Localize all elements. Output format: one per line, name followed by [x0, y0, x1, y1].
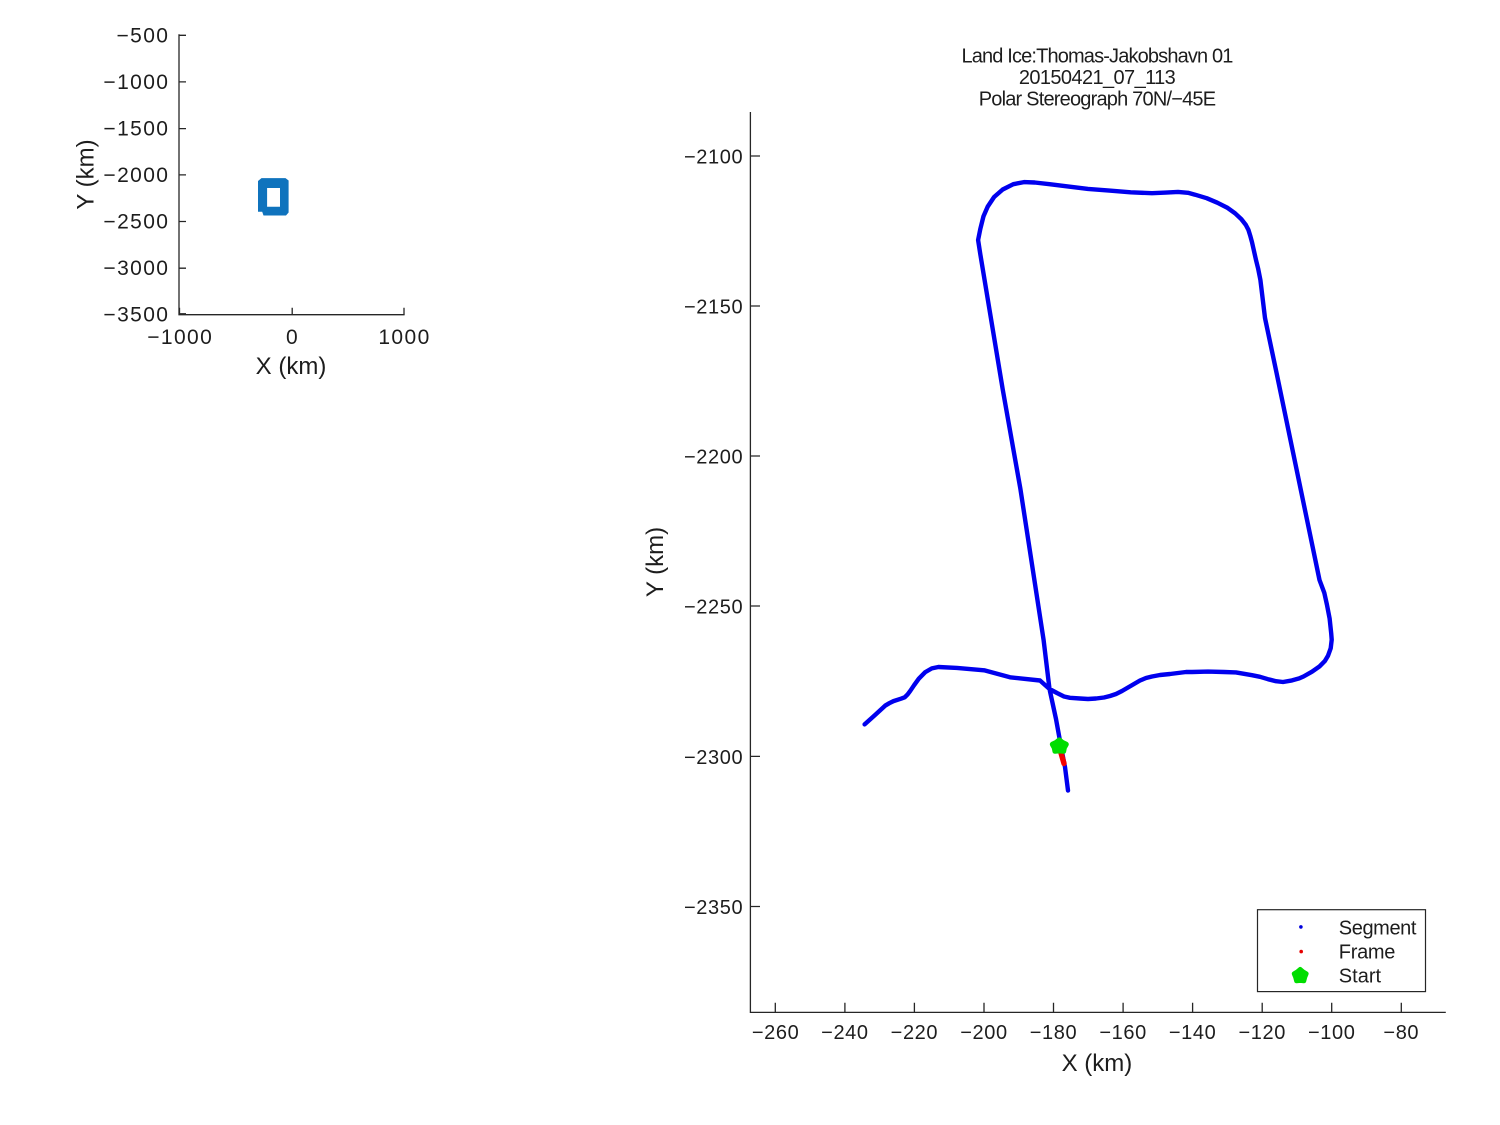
svg-text:−220: −220: [891, 1022, 938, 1044]
svg-text:−1000: −1000: [103, 71, 169, 94]
svg-text:Start: Start: [1339, 966, 1382, 988]
svg-text:−2150: −2150: [684, 297, 743, 319]
svg-text:−240: −240: [821, 1022, 868, 1044]
svg-text:−260: −260: [752, 1022, 799, 1044]
svg-text:20150421_07_113: 20150421_07_113: [1019, 67, 1176, 89]
svg-text:0: 0: [286, 326, 299, 349]
svg-text:−140: −140: [1169, 1022, 1216, 1044]
svg-text:X (km): X (km): [1062, 1050, 1133, 1077]
svg-text:−3500: −3500: [103, 304, 169, 327]
svg-text:Y (km): Y (km): [642, 527, 669, 597]
svg-text:−100: −100: [1308, 1022, 1355, 1044]
svg-text:−160: −160: [1099, 1022, 1146, 1044]
svg-text:−1500: −1500: [103, 118, 169, 141]
svg-text:Polar Stereograph 70N/−45E: Polar Stereograph 70N/−45E: [979, 88, 1216, 110]
svg-text:−2350: −2350: [684, 897, 743, 919]
svg-text:X (km): X (km): [256, 353, 327, 380]
svg-text:−3000: −3000: [103, 257, 169, 280]
svg-text:Segment: Segment: [1339, 918, 1417, 940]
svg-text:−1000: −1000: [147, 326, 213, 349]
svg-text:−120: −120: [1238, 1022, 1285, 1044]
svg-text:−80: −80: [1383, 1022, 1419, 1044]
svg-text:Land Ice:Thomas-Jakobshavn 01: Land Ice:Thomas-Jakobshavn 01: [961, 46, 1233, 68]
svg-text:−2200: −2200: [684, 447, 743, 469]
svg-text:−2000: −2000: [103, 164, 169, 187]
svg-text:−200: −200: [960, 1022, 1007, 1044]
svg-text:1000: 1000: [378, 326, 430, 349]
svg-text:−180: −180: [1030, 1022, 1077, 1044]
svg-text:−500: −500: [116, 24, 169, 47]
svg-text:Frame: Frame: [1339, 942, 1395, 964]
svg-text:−2300: −2300: [684, 747, 743, 769]
svg-text:−2100: −2100: [684, 147, 743, 169]
svg-text:−2500: −2500: [103, 211, 169, 234]
svg-text:Y (km): Y (km): [73, 139, 100, 209]
svg-text:−2250: −2250: [684, 597, 743, 619]
